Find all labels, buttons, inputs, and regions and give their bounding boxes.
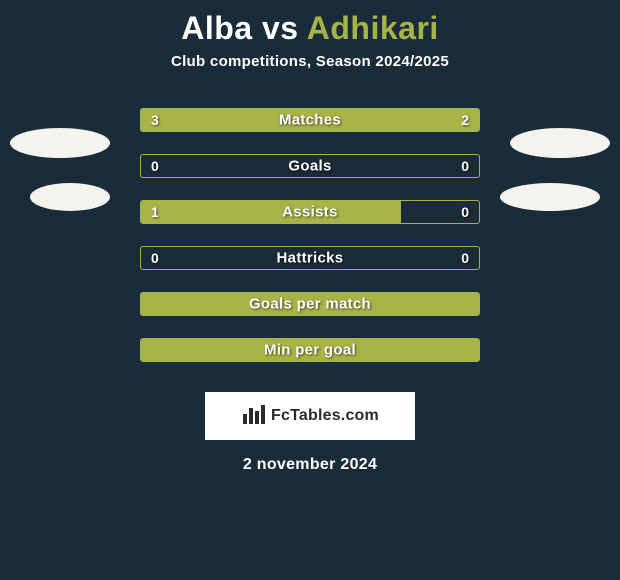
stat-row: 0 0Goals (140, 154, 480, 178)
player1-top-oval (10, 128, 110, 158)
stat-value-right: 0 (461, 250, 469, 266)
player1-mid-oval (30, 183, 110, 211)
stats-bars: 32Matches00Goals10Assists00HattricksGoal… (140, 108, 480, 384)
stat-row: 32Matches (140, 108, 480, 132)
stats-stage: 32Matches00Goals10Assists00HattricksGoal… (0, 108, 620, 398)
stat-label: Hattricks (141, 250, 479, 267)
bar-fill-left (141, 109, 479, 131)
date-label: 2 november 2024 (0, 456, 620, 474)
stat-value-left: 0 (151, 158, 159, 174)
stat-row: Min per goal (140, 338, 480, 362)
title-vs: vs (262, 10, 299, 46)
stat-row: Goals per match (140, 292, 480, 316)
bar-fill-left (141, 339, 479, 361)
bar-fill-left (141, 201, 401, 223)
stat-value-right: 0 (461, 204, 469, 220)
subtitle: Club competitions, Season 2024/2025 (0, 53, 620, 70)
player2-mid-oval (500, 183, 600, 211)
fctables-logo: FcTables.com (205, 392, 415, 440)
page-title: Alba vs Adhikari (0, 0, 620, 47)
stat-value-right: 0 (461, 158, 469, 174)
bars-icon (241, 402, 265, 431)
player2-top-oval (510, 128, 610, 158)
stat-row: 10Assists (140, 200, 480, 224)
stat-label: Goals (141, 158, 479, 175)
title-player-1: Alba (181, 10, 252, 46)
logo-container: FcTables.com (0, 392, 620, 440)
logo-text: FcTables.com (271, 407, 379, 425)
stat-value-left: 0 (151, 250, 159, 266)
title-player-2: Adhikari (307, 10, 439, 46)
bar-fill-left (141, 293, 479, 315)
stat-row: 0 0Hattricks (140, 246, 480, 270)
